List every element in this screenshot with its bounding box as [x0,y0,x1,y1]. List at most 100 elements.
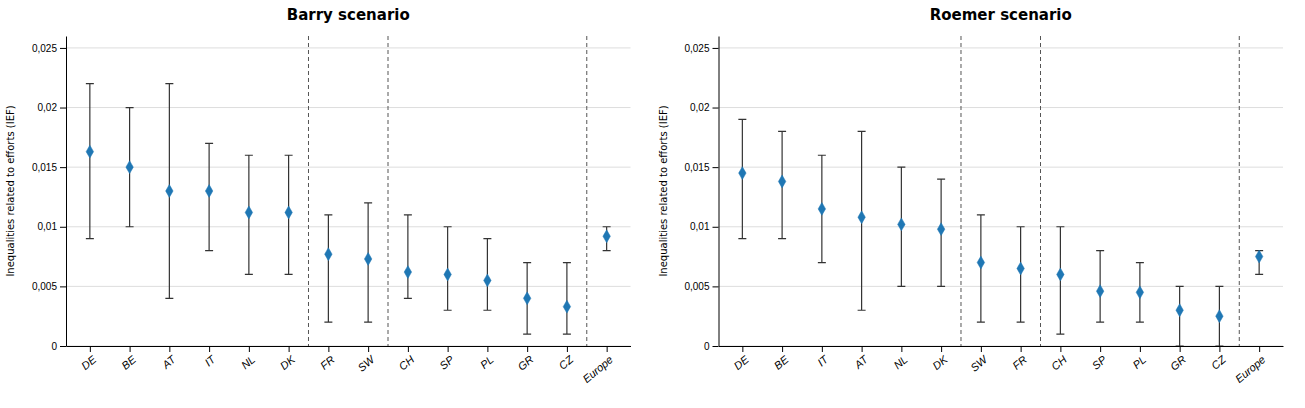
error-bars [738,119,1263,346]
y-tick-label: 0 [51,341,57,352]
grid-line [719,47,1284,48]
grid-line [66,167,631,168]
x-axis: DEBEATITNLDKFRSWCHSPPLGRCZEurope [67,346,632,385]
x-tick-mark [1259,346,1260,352]
x-tick-mark [408,346,409,352]
group-separator [1040,36,1041,346]
x-tick: PL [1130,346,1148,371]
marker [818,202,825,215]
x-tick-mark [527,346,528,352]
x-tick-mark [209,346,210,352]
y-tick-mark [60,227,66,228]
x-tick-label: CZ [1209,352,1229,371]
x-tick-label: FR [1010,353,1029,372]
marker [86,145,93,158]
x-tick: Europe [1233,346,1268,385]
x-tick-label: BE [119,353,138,372]
x-tick: IT [815,346,831,369]
y-tick-mark [713,346,719,347]
marker [484,274,491,287]
error-bar [483,239,491,311]
x-tick-label: DK [930,353,950,372]
grid-line [66,286,631,287]
marker [937,223,944,236]
x-tick-mark [487,346,488,352]
y-tick-mark [60,346,66,347]
x-tick: AT [851,346,871,371]
error-bar [1096,251,1104,323]
x-tick-label: SP [1090,353,1109,372]
y-tick: 0,025 [684,43,718,54]
x-tick-mark [169,346,170,352]
y-tick-label: 0,01 [690,221,710,232]
x-tick-label: Europe [580,353,615,385]
x-tick-mark [289,346,290,352]
x-tick: CZ [556,346,576,372]
grid-line [66,346,631,347]
y-tick: 0 [704,341,719,352]
error-bars [86,84,611,334]
x-tick-label: SW [355,352,378,374]
grid-line [66,107,631,108]
x-tick: FR [318,346,337,372]
x-tick-label: CH [396,353,416,372]
error-bar [1136,263,1144,323]
y-tick-label: 0,025 [32,43,57,54]
marker [898,218,905,231]
y-tick-mark [713,108,719,109]
grid-line [719,346,1284,347]
y-tick-label: 0,01 [38,221,58,232]
error-bar [1255,251,1263,275]
marker [603,230,610,243]
x-tick: DE [731,346,751,372]
grid-line [719,286,1284,287]
x-axis: DEBEITATNLDKSWFRCHSPPLGRCZEurope [719,346,1284,385]
panel: 00,0050,010,0150,020,025DEBEITATNLDKSWFR… [658,6,1284,385]
y-axis: 00,0050,010,0150,020,025 [684,37,719,352]
x-tick: BE [119,346,138,372]
x-tick-mark [567,346,568,352]
x-tick: CH [1049,346,1069,373]
error-bar [364,203,372,322]
x-tick-mark [981,346,982,352]
x-tick-mark [1060,346,1061,352]
x-tick-label: PL [478,353,496,371]
x-tick: DE [79,346,99,372]
y-axis-title: Inequalities related to efforts (IEF) [5,105,16,276]
x-tick-label: AT [851,352,871,371]
x-tick-mark [1140,346,1141,352]
marker [1096,285,1103,298]
marker [126,161,133,174]
x-tick-label: SW [968,352,991,374]
marker [1017,262,1024,275]
error-bar [1017,227,1025,322]
marker [285,206,292,219]
y-tick: 0,015 [684,162,718,173]
x-tick-label: GR [515,353,535,373]
grid [66,48,631,346]
error-bar [1056,227,1064,334]
y-tick-mark [60,286,66,287]
marker [1176,304,1183,317]
x-tick-mark [328,346,329,352]
error-bar [523,263,531,335]
x-tick-label: Europe [1233,353,1268,385]
y-tick: 0,02 [38,102,66,113]
y-axis-line [719,37,720,347]
x-tick: NL [239,346,257,371]
grid [719,48,1284,346]
marker [563,300,570,313]
marker [245,206,252,219]
error-bar [977,215,985,322]
error-bar [205,143,213,250]
error-bar [165,84,173,299]
x-tick-label: SP [437,353,456,372]
y-axis-title: Inequalities related to efforts (IEF) [658,105,669,276]
marker [364,253,371,266]
group-separator [1239,36,1240,346]
marker [778,175,785,188]
error-bar [563,263,571,335]
x-tick: CH [396,346,416,373]
marker [977,256,984,269]
x-tick-mark [90,346,91,352]
